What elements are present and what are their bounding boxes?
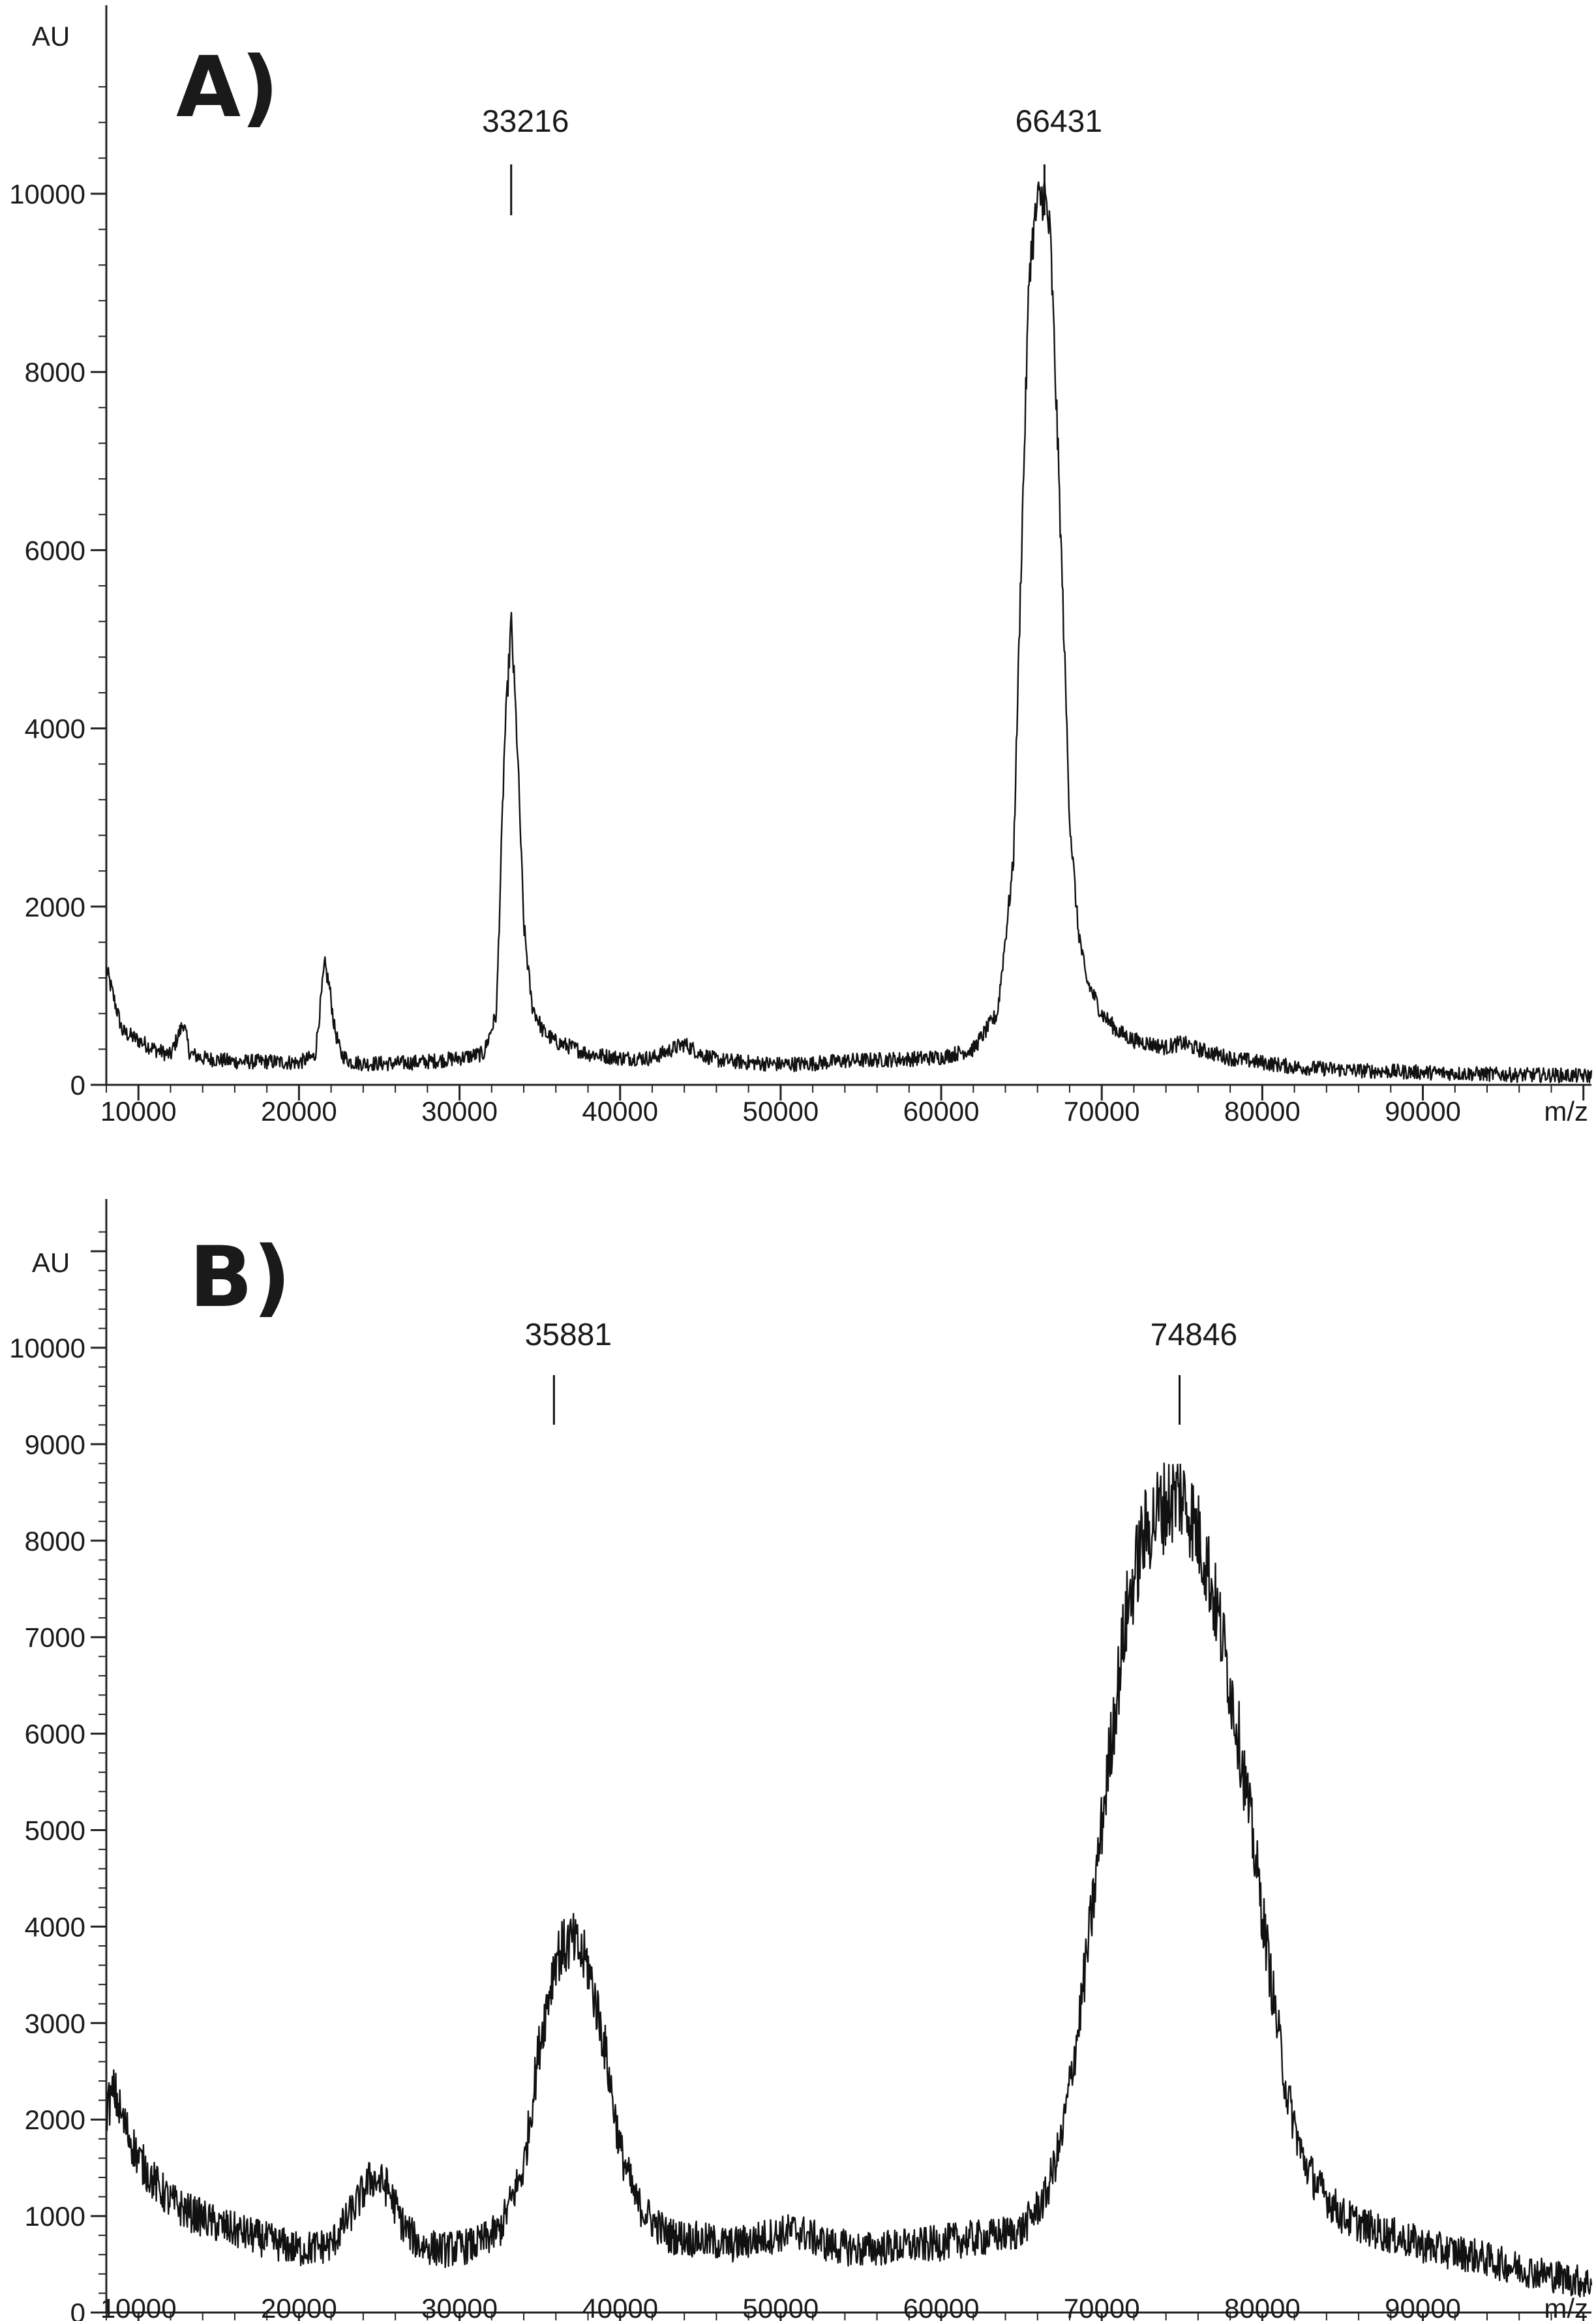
y-tick-label: 8000 — [25, 1526, 85, 1556]
x-tick-label: 50000 — [742, 2293, 819, 2321]
x-tick-label: 10000 — [100, 1096, 177, 1127]
y-tick-label: 5000 — [25, 1815, 85, 1846]
y-tick-label: 10000 — [9, 1333, 85, 1363]
x-tick-label: 20000 — [261, 1096, 337, 1127]
y-tick-label: 4000 — [25, 714, 85, 744]
x-tick-label: 90000 — [1385, 2293, 1461, 2321]
y-axis-label: AU — [32, 21, 70, 52]
y-axis-label: AU — [32, 1247, 70, 1278]
x-tick-label: 50000 — [742, 1096, 819, 1127]
peak-label: 33216 — [482, 104, 569, 139]
y-tick-label: 9000 — [25, 1429, 85, 1460]
peak-label: 35881 — [525, 1318, 612, 1352]
y-tick-label: 3000 — [25, 2008, 85, 2039]
y-tick-label: 2000 — [25, 892, 85, 922]
x-tick-label: 60000 — [903, 2293, 980, 2321]
y-tick-label: 0 — [70, 2298, 85, 2321]
panel-label: A) — [176, 39, 279, 136]
y-tick-label: 6000 — [25, 535, 85, 566]
x-tick-label: 10000 — [100, 2293, 177, 2321]
x-tick-label: 60000 — [903, 1096, 980, 1127]
peak-label: 66431 — [1016, 104, 1102, 139]
x-tick-label: 40000 — [582, 2293, 658, 2321]
y-tick-label: 4000 — [25, 1911, 85, 1942]
x-tick-label: 80000 — [1224, 1096, 1301, 1127]
x-axis-label: m/z — [1544, 1096, 1588, 1127]
x-tick-label: 70000 — [1064, 1096, 1140, 1127]
x-tick-label: 80000 — [1224, 2293, 1301, 2321]
x-tick-label: 30000 — [421, 1096, 498, 1127]
x-tick-label: 90000 — [1385, 1096, 1461, 1127]
panel-a: 0 2000 4000 6000 8000 10000 10000 20000 30000 400… — [9, 5, 1593, 1127]
panel-b: 0 1000 2000 3000 4000 5000 6000 7000 8000 9000 100… — [9, 1199, 1593, 2321]
x-tick-label: 30000 — [421, 2293, 498, 2321]
x-tick-label: 70000 — [1064, 2293, 1140, 2321]
y-tick-label: 7000 — [25, 1622, 85, 1653]
peak-label: 74846 — [1151, 1318, 1237, 1352]
y-tick-label: 6000 — [25, 1719, 85, 1750]
panel-label: B) — [189, 1229, 291, 1326]
y-tick-label: 10000 — [9, 179, 85, 209]
y-tick-label: 0 — [70, 1070, 85, 1100]
y-tick-label: 8000 — [25, 357, 85, 387]
y-tick-label: 1000 — [25, 2201, 85, 2232]
y-tick-label: 2000 — [25, 2104, 85, 2135]
spectrum-line — [105, 1462, 1593, 2298]
x-tick-label: 40000 — [582, 1096, 658, 1127]
x-axis-label: m/z — [1544, 2293, 1588, 2321]
spectrum-line — [105, 181, 1593, 1084]
x-tick-label: 20000 — [261, 2293, 337, 2321]
